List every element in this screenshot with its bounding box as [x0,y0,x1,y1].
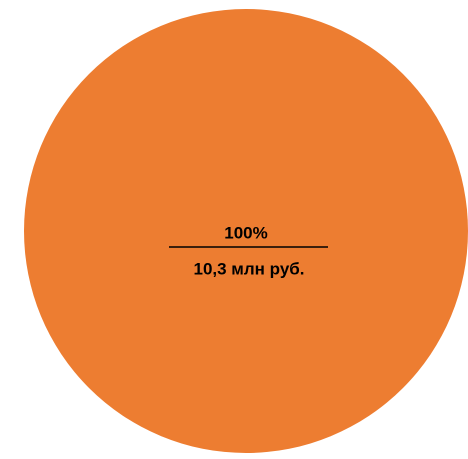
pie-slice [24,9,468,453]
amount-label: 10,3 млн руб. [193,259,304,278]
data-label: 100% [224,223,267,242]
